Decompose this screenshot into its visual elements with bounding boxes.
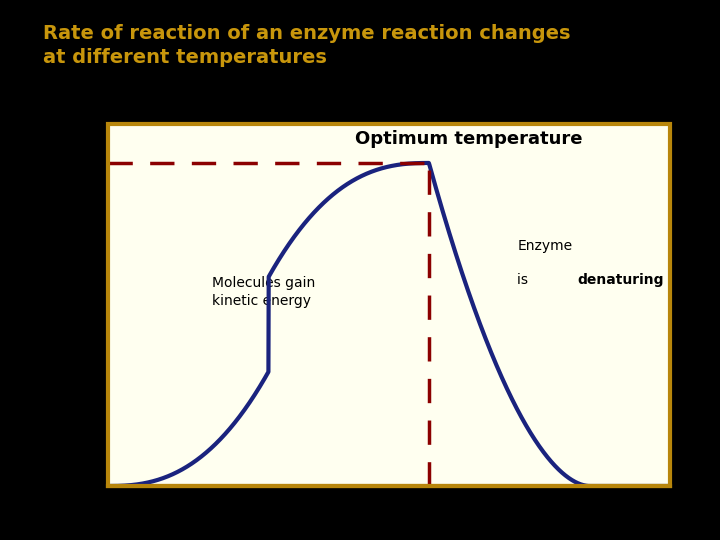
Text: Rate of reaction of an enzyme reaction changes
at different temperatures: Rate of reaction of an enzyme reaction c… <box>43 24 571 67</box>
Text: is: is <box>517 273 533 287</box>
Text: Optimum temperature: Optimum temperature <box>355 131 582 149</box>
Text: Enzyme: Enzyme <box>517 239 572 253</box>
Text: Rate: Rate <box>38 206 76 224</box>
Text: Reaction: Reaction <box>22 300 94 318</box>
Text: Of: Of <box>48 253 67 271</box>
X-axis label: Temperature/°C: Temperature/°C <box>323 519 454 538</box>
Bar <box>108 124 670 486</box>
Text: denaturing: denaturing <box>577 273 664 287</box>
Text: Molecules gain
kinetic energy: Molecules gain kinetic energy <box>212 276 315 308</box>
